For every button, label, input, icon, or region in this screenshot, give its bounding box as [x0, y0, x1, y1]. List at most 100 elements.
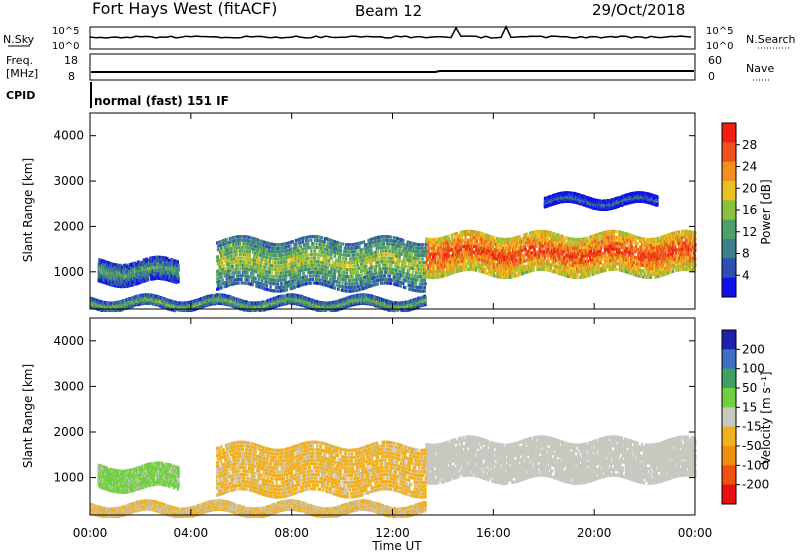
echo-cell	[622, 231, 624, 234]
echo-cell	[640, 260, 642, 263]
echo-cell	[475, 268, 477, 271]
echo-cell	[644, 255, 646, 258]
echo-cell	[295, 242, 297, 245]
echo-cell	[345, 257, 347, 260]
echo-cell	[461, 251, 463, 254]
echo-cell	[302, 240, 304, 243]
echo-cell	[224, 267, 226, 270]
echo-cell	[239, 271, 241, 274]
echo-cell	[598, 235, 600, 238]
echo-cell	[290, 248, 292, 251]
echo-cell	[286, 281, 288, 284]
echo-cell	[648, 270, 650, 273]
echo-cell	[464, 259, 466, 262]
echo-cell	[431, 241, 433, 244]
echo-cell	[541, 242, 543, 245]
echo-cell	[576, 273, 578, 276]
echo-cell	[547, 236, 549, 239]
echo-cell	[287, 245, 289, 248]
echo-cell	[218, 276, 220, 279]
echo-cell	[625, 255, 627, 258]
echo-cell	[302, 247, 304, 250]
echo-cell	[611, 230, 613, 233]
echo-cell	[539, 250, 541, 253]
echo-cell	[292, 240, 294, 243]
nsearch-tick-bottom: 10^0	[706, 41, 733, 52]
echo-cell	[352, 275, 354, 278]
power-plot-area	[90, 191, 697, 312]
echo-cell	[611, 268, 613, 271]
echo-cell	[608, 242, 610, 245]
echo-cell	[442, 269, 444, 272]
echo-cell	[350, 265, 352, 268]
echo-cell	[318, 257, 320, 260]
echo-cell	[556, 268, 558, 271]
echo-cell	[436, 252, 438, 255]
echo-cell	[303, 272, 305, 275]
echo-cell	[488, 264, 490, 267]
echo-cell	[290, 259, 292, 262]
echo-cell	[460, 245, 462, 248]
beam-label: Beam 12	[355, 2, 422, 20]
echo-cell	[345, 250, 347, 253]
echo-cell	[230, 272, 232, 275]
freq-trace	[91, 71, 694, 72]
echo-cell	[353, 289, 355, 292]
echo-cell	[233, 257, 235, 260]
echo-cell	[530, 246, 532, 249]
echo-cell	[327, 242, 329, 245]
echo-cell	[684, 236, 686, 239]
echo-cell	[310, 274, 312, 277]
echo-cell	[648, 264, 650, 267]
echo-cell	[297, 263, 299, 266]
echo-cell	[303, 258, 305, 261]
echo-cell	[307, 278, 309, 281]
echo-cell	[448, 272, 450, 275]
echo-cell	[576, 276, 578, 279]
echo-cell	[315, 267, 317, 270]
echo-cell	[536, 236, 538, 239]
echo-cell	[272, 257, 274, 260]
echo-cell	[649, 253, 651, 256]
echo-cell	[507, 270, 509, 273]
echo-cell	[281, 254, 283, 257]
echo-cell	[233, 261, 235, 264]
echo-cell	[327, 256, 329, 259]
freq-panel: Freq. [MHz] 18 8 60 0 Nave	[6, 54, 774, 83]
echo-cell	[615, 230, 617, 233]
echo-cell	[276, 265, 278, 268]
echo-cell	[681, 253, 683, 256]
echo-cell	[257, 271, 259, 274]
echo-cell	[347, 243, 349, 246]
echo-cell	[287, 256, 289, 259]
echo-cell	[474, 263, 476, 266]
echo-cell	[599, 261, 601, 264]
echo-cell	[465, 236, 467, 239]
echo-cell	[519, 261, 521, 264]
nave-label: Nave	[746, 62, 774, 75]
echo-cell	[267, 274, 269, 277]
echo-cell	[452, 251, 454, 254]
echo-cell	[672, 270, 674, 273]
echo-cell	[316, 242, 318, 245]
echo-cell	[533, 266, 535, 269]
echo-cell	[229, 262, 231, 265]
echo-cell	[614, 262, 616, 265]
echo-cell	[333, 265, 335, 268]
echo-cell	[299, 248, 301, 251]
echo-cell	[341, 282, 343, 285]
echo-cell	[625, 253, 627, 256]
echo-cell	[261, 279, 263, 282]
echo-cell	[691, 231, 693, 234]
echo-cell	[269, 260, 271, 263]
echo-cell	[433, 256, 435, 259]
echo-cell	[499, 264, 501, 267]
echo-cell	[688, 230, 690, 233]
echo-cell	[252, 283, 254, 286]
echo-cell	[302, 254, 304, 257]
echo-cell	[612, 244, 614, 247]
echo-cell	[264, 277, 266, 280]
echo-cell	[249, 250, 251, 253]
echo-cell	[685, 242, 687, 245]
